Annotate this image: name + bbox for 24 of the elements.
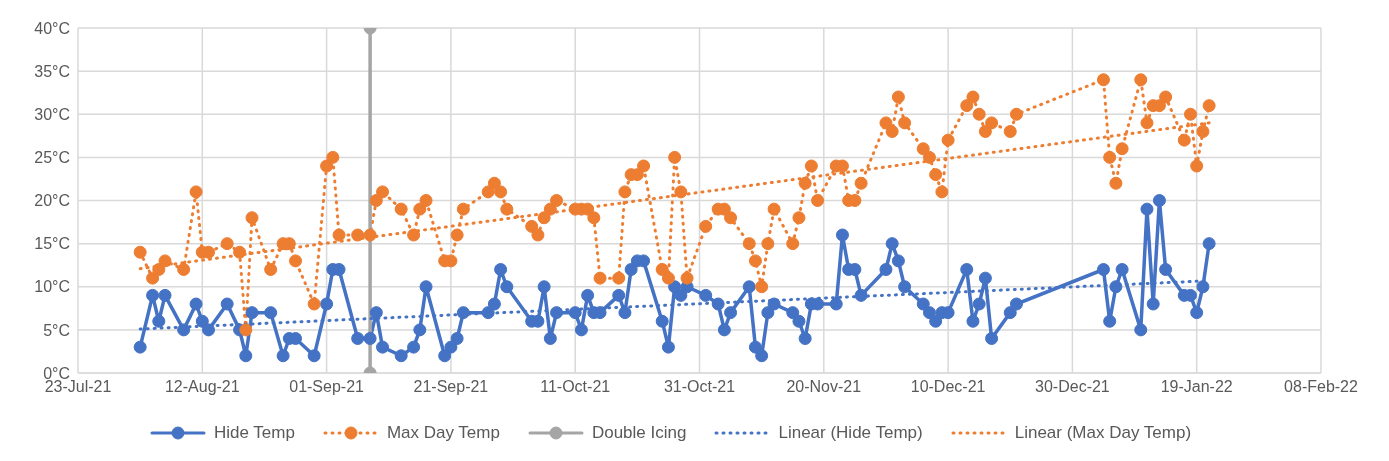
x-tick-label: 21-Sep-21 bbox=[413, 378, 489, 396]
x-tick-label: 19-Jan-22 bbox=[1160, 378, 1233, 396]
y-tick-label: 30°C bbox=[34, 105, 70, 123]
y-tick-label: 10°C bbox=[34, 278, 70, 296]
x-tick-label: 30-Dec-21 bbox=[1035, 378, 1110, 396]
x-tick-label: 10-Dec-21 bbox=[910, 378, 986, 396]
legend-label: Linear (Hide Temp) bbox=[778, 423, 923, 443]
y-tick-label: 35°C bbox=[34, 62, 70, 80]
y-tick-label: 25°C bbox=[34, 149, 70, 167]
y-tick-label: 15°C bbox=[34, 235, 70, 253]
x-tick-label: 20-Nov-21 bbox=[786, 378, 862, 396]
x-tick-label: 01-Sep-21 bbox=[289, 378, 365, 396]
y-tick-label: 5°C bbox=[43, 321, 70, 339]
legend-label: Double Icing bbox=[591, 423, 687, 443]
y-tick-label: 20°C bbox=[34, 192, 70, 210]
y-tick-label: 40°C bbox=[34, 19, 70, 37]
legend-label: Linear (Max Day Temp) bbox=[1014, 423, 1192, 443]
legend-label: Hide Temp bbox=[213, 423, 295, 443]
legend-label: Max Day Temp bbox=[386, 423, 500, 443]
x-tick-label: 31-Oct-21 bbox=[663, 378, 736, 396]
x-tick-label: 23-Jul-21 bbox=[44, 378, 112, 396]
x-tick-label: 12-Aug-21 bbox=[164, 378, 240, 396]
x-tick-label: 08-Feb-22 bbox=[1284, 378, 1359, 396]
x-tick-label: 11-Oct-21 bbox=[540, 378, 611, 396]
